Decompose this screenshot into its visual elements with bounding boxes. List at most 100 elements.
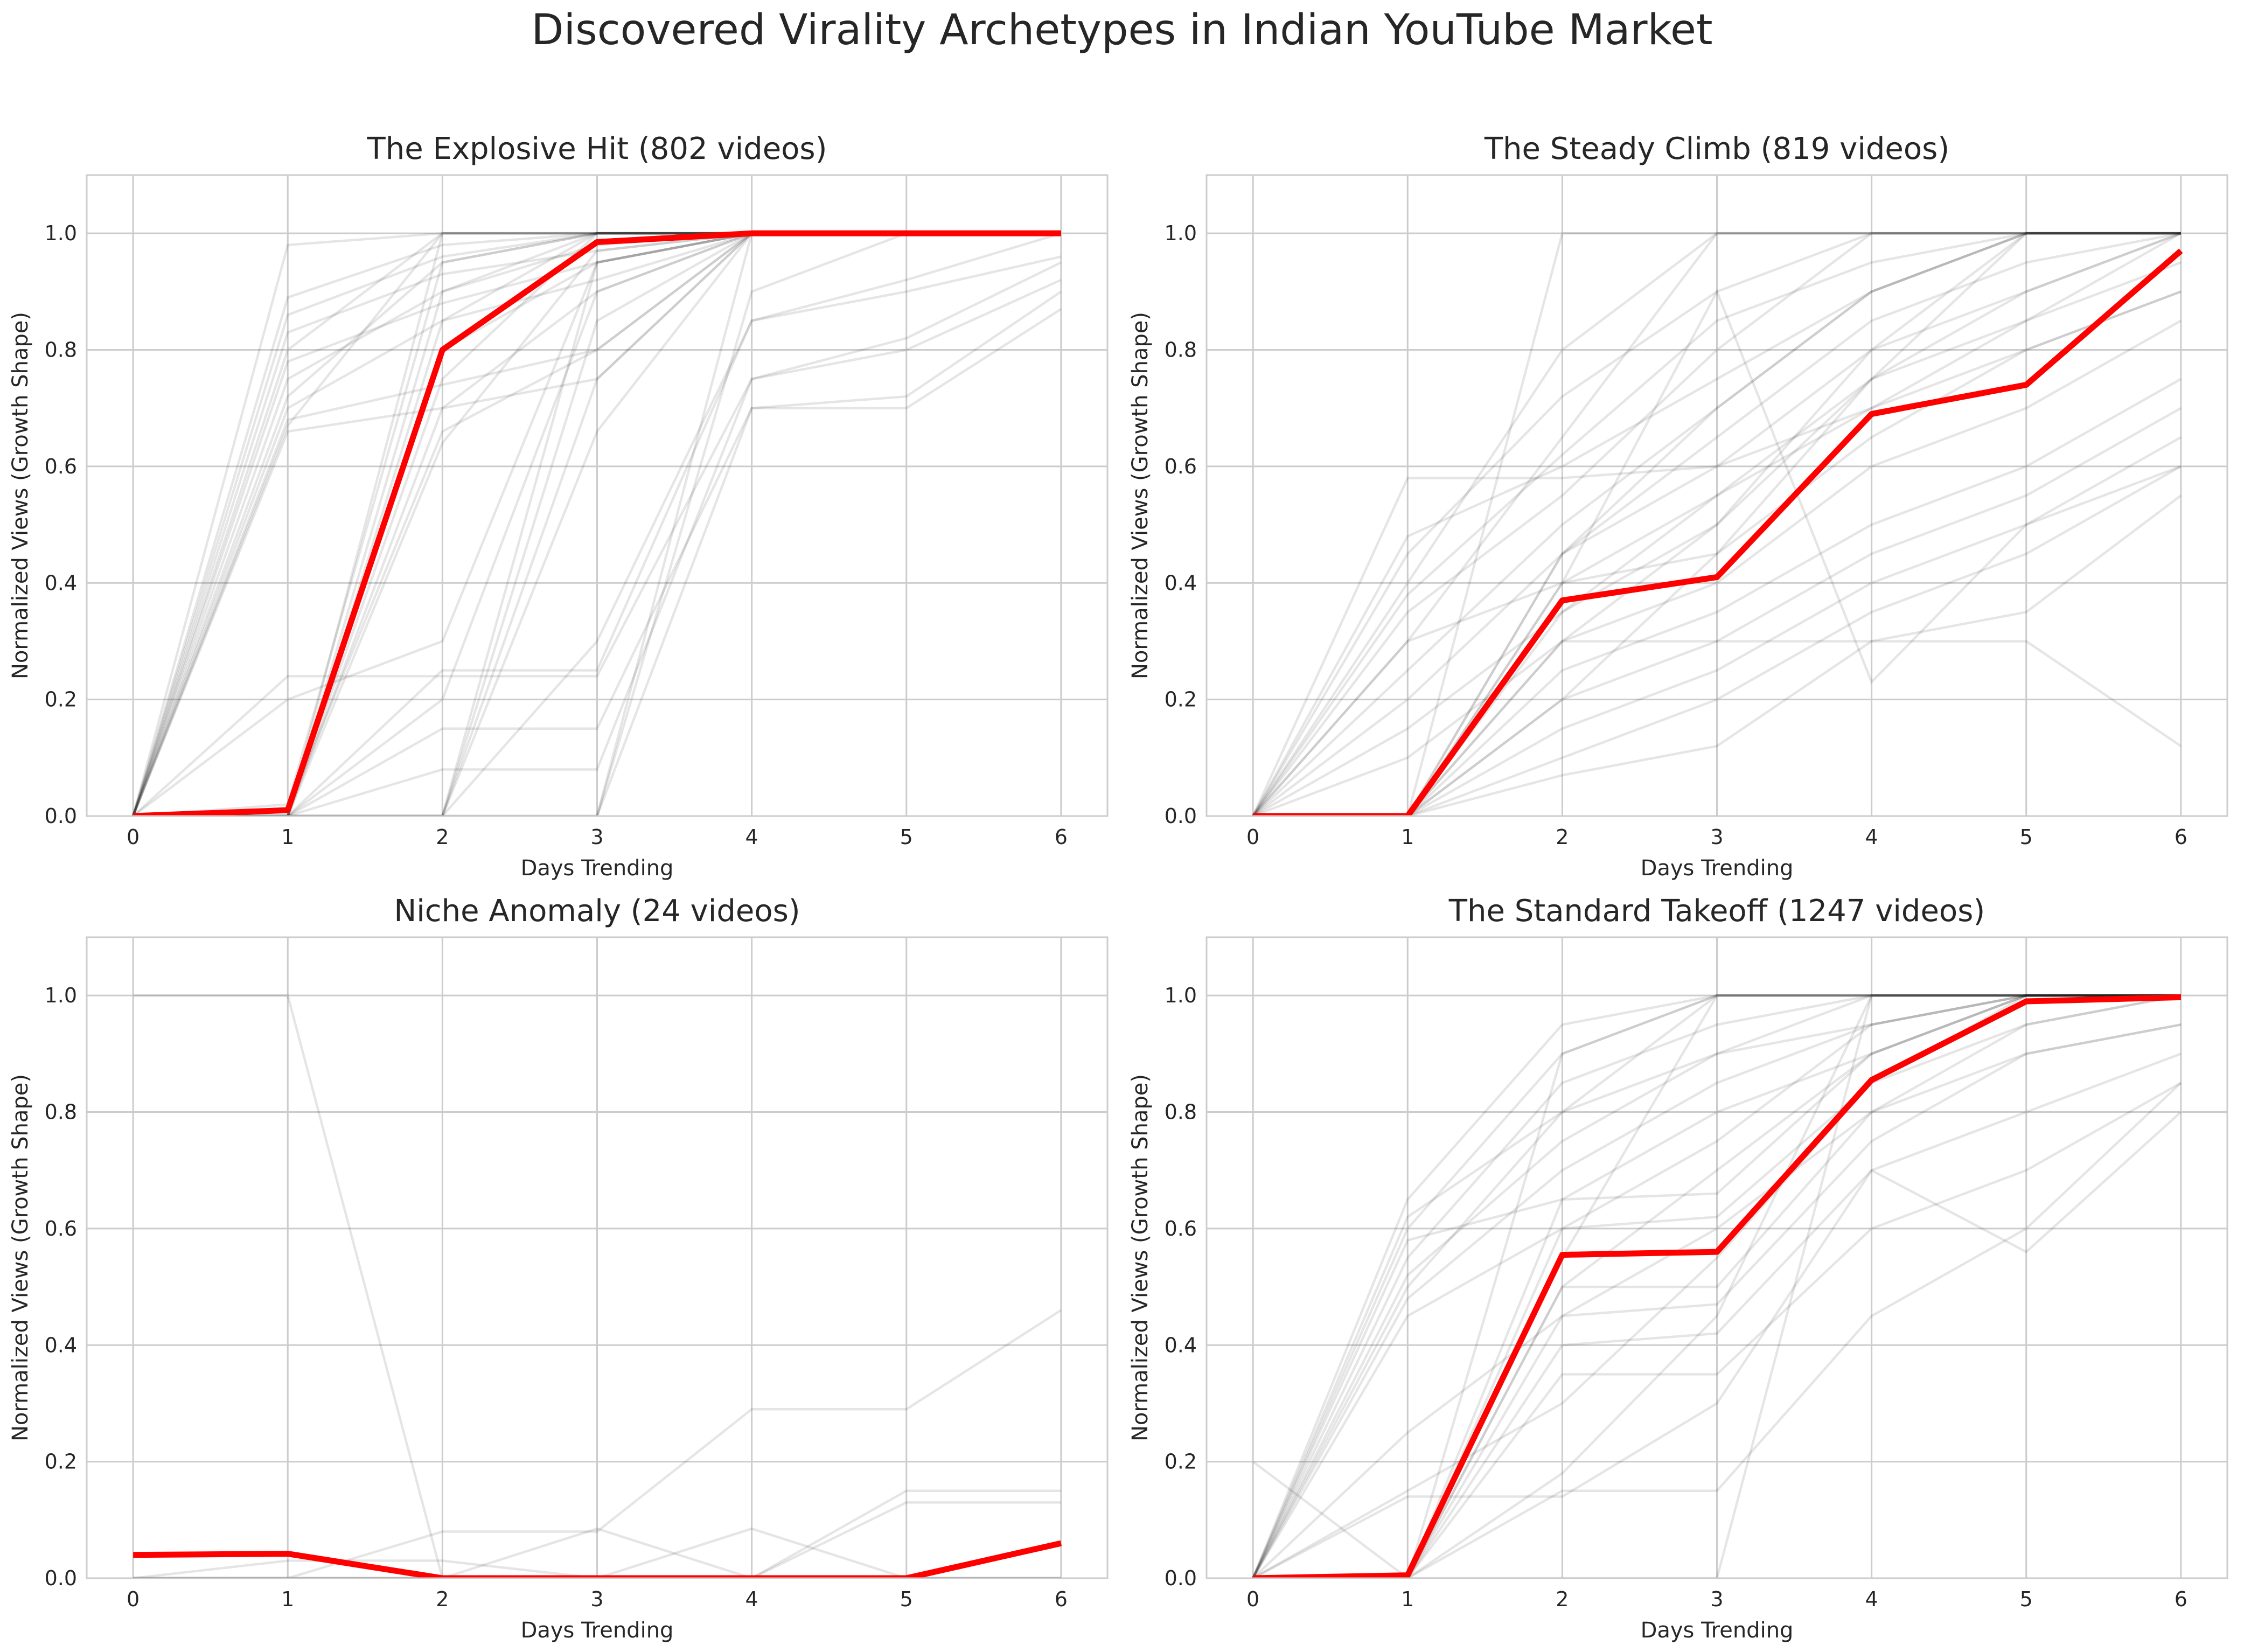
subplot-title: The Explosive Hit (802 videos) <box>367 131 827 166</box>
sample-trajectory-line <box>1253 994 2182 1578</box>
sample-trajectory-line <box>1253 994 2181 1578</box>
sample-trajectory-line <box>1252 232 2181 816</box>
sample-trajectory-line <box>1253 994 2181 1578</box>
y-axis-label: Normalized Views (Growth Shape) <box>1128 312 1153 679</box>
sample-trajectory-line <box>1252 232 2181 816</box>
x-tick-label: 5 <box>900 1587 913 1611</box>
x-axis-label: Days Trending <box>521 1618 674 1643</box>
x-axis-label: Days Trending <box>1641 1618 1794 1643</box>
sample-trajectory-line <box>1253 994 2181 1578</box>
sample-trajectory-line <box>1252 994 2181 1578</box>
sample-trajectory-line <box>1252 994 2182 1578</box>
sample-trajectory-line <box>133 255 1062 816</box>
sample-trajectory-line <box>1253 261 2182 816</box>
x-tick-label: 2 <box>1556 1587 1569 1611</box>
centroid-line <box>1253 248 2183 816</box>
sample-trajectory-line <box>1252 994 2181 1578</box>
x-tick-label: 0 <box>1246 825 1259 849</box>
y-axis-label: Normalized Views (Growth Shape) <box>8 312 33 679</box>
y-tick-label: 0.2 <box>45 688 77 712</box>
y-tick-label: 1.0 <box>1165 221 1197 245</box>
subplot-title: Niche Anomaly (24 videos) <box>394 894 800 929</box>
sample-trajectory-line <box>1252 232 2182 816</box>
axes-frame <box>1205 174 2228 817</box>
y-tick-label: 0.8 <box>45 1100 77 1124</box>
sample-trajectory-line <box>1253 232 2181 816</box>
y-tick-label: 0.8 <box>45 338 77 362</box>
x-tick-label: 0 <box>127 1587 140 1611</box>
centroid-line <box>1253 994 2182 1578</box>
sample-trajectory-line <box>1253 994 2181 1578</box>
y-tick-label: 0.0 <box>45 804 77 828</box>
x-tick-label: 6 <box>2175 825 2187 849</box>
y-tick-label: 0.6 <box>45 455 77 478</box>
x-tick-label: 3 <box>590 1587 603 1611</box>
sample-trajectory-line <box>1252 290 2182 816</box>
x-tick-label: 4 <box>1865 825 1878 849</box>
x-tick-label: 1 <box>281 825 294 849</box>
centroid-line <box>133 230 1061 816</box>
x-tick-label: 5 <box>900 825 913 849</box>
x-tick-label: 2 <box>1556 825 1569 849</box>
sample-trajectory-line <box>1252 232 2181 816</box>
sample-trajectory-line <box>1253 232 2181 816</box>
y-axis-label: Normalized Views (Growth Shape) <box>1128 1074 1153 1441</box>
sample-trajectory-line <box>1252 994 2181 1578</box>
series-group <box>1252 994 2182 1578</box>
y-tick-label: 0.2 <box>1165 688 1197 712</box>
subplot-4: The Standard Takeoff (1247 videos) 0 1 2 3 4 5… <box>1128 894 2228 1643</box>
y-tick-label: 0.4 <box>45 571 77 595</box>
sample-trajectory-line <box>1253 290 2182 816</box>
y-axis-label: Normalized Views (Growth Shape) <box>8 1074 33 1441</box>
x-tick-label: 3 <box>1710 1587 1723 1611</box>
centroid-line <box>133 1540 1062 1578</box>
sample-trajectory-line <box>1252 232 2181 816</box>
sample-trajectory-line <box>133 994 1061 1578</box>
sample-trajectory-line <box>133 278 1062 816</box>
series-group <box>1252 232 2183 816</box>
y-tick-label: 0.0 <box>45 1566 77 1590</box>
x-axis-label: Days Trending <box>1641 856 1794 881</box>
x-tick-label: 3 <box>590 825 603 849</box>
x-tick-label: 2 <box>436 825 449 849</box>
sample-trajectory-line <box>1253 289 2182 816</box>
subplot-title: The Standard Takeoff (1247 videos) <box>1448 894 1985 929</box>
sample-trajectory-line <box>133 1489 1061 1578</box>
y-tick-label: 0.8 <box>1165 338 1197 362</box>
y-tick-label: 0.6 <box>1165 455 1197 478</box>
sample-trajectory-line <box>1252 994 2181 1578</box>
y-tick-label: 1.0 <box>1165 984 1197 1007</box>
x-tick-label: 3 <box>1710 825 1723 849</box>
y-tick-label: 0.6 <box>45 1217 77 1240</box>
sample-trajectory-line <box>1252 232 2181 816</box>
sample-trajectory-line <box>132 261 1062 816</box>
sample-trajectory-line <box>133 1501 1061 1578</box>
x-tick-label: 1 <box>1401 825 1414 849</box>
sample-trajectory-line <box>1253 994 2181 1578</box>
x-axis-label: Days Trending <box>521 856 674 881</box>
axes-frame <box>1205 936 2228 1579</box>
x-tick-label: 0 <box>127 825 140 849</box>
sample-trajectory-line <box>1252 994 2181 1578</box>
y-tick-label: 0.8 <box>1165 1100 1197 1124</box>
sample-trajectory-line <box>1252 994 2181 1578</box>
y-tick-label: 0.0 <box>1165 804 1197 828</box>
sample-trajectory-line <box>1252 994 2181 1578</box>
sample-trajectory-line <box>133 1559 1061 1578</box>
y-tick-label: 0.2 <box>1165 1450 1197 1474</box>
sample-trajectory-line <box>1253 232 2181 816</box>
sample-trajectory-line <box>1253 378 2182 816</box>
sample-trajectory-line <box>1253 1023 2182 1578</box>
x-tick-label: 4 <box>745 1587 758 1611</box>
grid <box>87 937 1107 1579</box>
sample-trajectory-line <box>1252 994 2181 1578</box>
series-group <box>133 994 1062 1578</box>
y-tick-label: 0.0 <box>1165 1566 1197 1590</box>
x-tick-label: 0 <box>1246 1587 1259 1611</box>
sample-trajectory-line <box>133 1527 1061 1578</box>
figure-title: Discovered Virality Archetypes in Indian… <box>531 6 1712 54</box>
y-tick-label: 0.6 <box>1165 1217 1197 1240</box>
sample-trajectory-line <box>133 308 1062 816</box>
sample-trajectory-line <box>133 290 1062 816</box>
